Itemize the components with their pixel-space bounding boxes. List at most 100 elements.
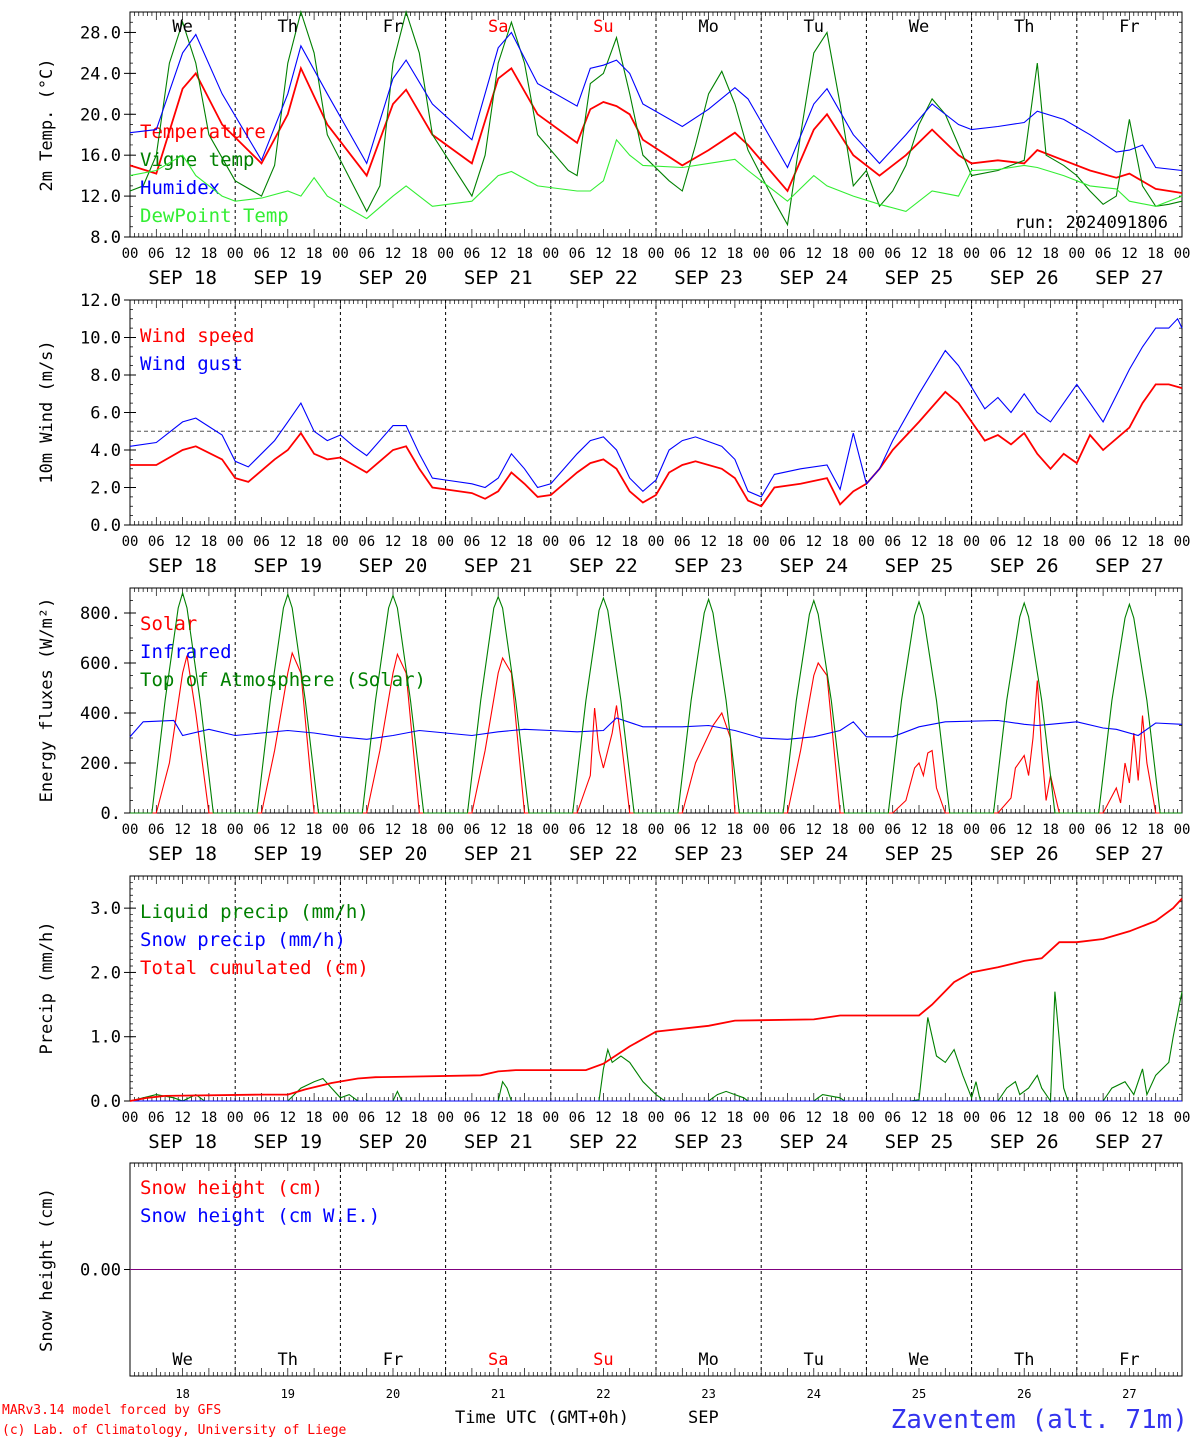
legend-entry: Snow precip (mm/h): [140, 929, 346, 951]
y-minor-ticks: [130, 11, 1182, 238]
credit-line-1: MARv3.14 model forced by GFS: [2, 1403, 221, 1418]
hour-tick-label: 00: [437, 246, 454, 262]
date-label: SEP 22: [569, 555, 638, 577]
hour-tick-label: 18: [726, 1110, 743, 1126]
y-tick-label: 8.0: [90, 366, 121, 386]
hour-tick-label: 12: [1016, 246, 1033, 262]
hour-tick-label: 06: [148, 246, 165, 262]
y-tick-label: 16.0: [80, 146, 121, 166]
day-number-label: 23: [701, 1387, 715, 1401]
legend-entry: Total cumulated (cm): [140, 957, 369, 979]
y-axis-label: Snow height (cm): [37, 1188, 57, 1352]
date-label: SEP 24: [779, 267, 848, 289]
hour-tick-label: 12: [1121, 1110, 1138, 1126]
hour-tick-label: 00: [1174, 822, 1191, 838]
y-minor-ticks: [130, 299, 1182, 526]
weekday-label: Fr: [383, 17, 403, 37]
hour-tick-label: 00: [227, 246, 244, 262]
hour-tick-label: 18: [306, 822, 323, 838]
hour-tick-label: 00: [1174, 246, 1191, 262]
month-label: SEP: [688, 1408, 719, 1428]
hour-ticks: [129, 1163, 1183, 1376]
date-label: SEP 26: [990, 267, 1059, 289]
date-label: SEP 23: [674, 1131, 743, 1153]
date-label: SEP 18: [148, 555, 217, 577]
hour-tick-label: 00: [122, 822, 139, 838]
hour-tick-label: 18: [1147, 534, 1164, 550]
hour-tick-label: 06: [569, 1110, 586, 1126]
legend-entry: Liquid precip (mm/h): [140, 901, 369, 923]
date-label: SEP 23: [674, 267, 743, 289]
hour-tick-label: 00: [963, 246, 980, 262]
hour-tick-label: 18: [306, 1110, 323, 1126]
weekday-label: Sa: [488, 1350, 508, 1370]
weekday-label: Fr: [383, 1350, 403, 1370]
legend-entry: Humidex: [140, 177, 220, 199]
date-label: SEP 18: [148, 1131, 217, 1153]
hour-tick-label: 00: [542, 1110, 559, 1126]
hour-tick-label: 18: [832, 534, 849, 550]
weekday-label: Sa: [488, 17, 508, 37]
hour-tick-label: 00: [542, 822, 559, 838]
hour-tick-label: 12: [385, 1110, 402, 1126]
hour-tick-label: 18: [726, 822, 743, 838]
date-label: SEP 18: [148, 843, 217, 865]
y-tick-label: 28.0: [80, 23, 121, 43]
hour-tick-label: 18: [200, 822, 217, 838]
hour-tick-label: 18: [411, 534, 428, 550]
hour-tick-label: 06: [779, 822, 796, 838]
hour-tick-label: 06: [358, 246, 375, 262]
series-line-total-cumulated-cm-: [129, 897, 1183, 1102]
hour-ticks: [129, 876, 1183, 1101]
legend-entry: Infrared: [140, 641, 232, 663]
hour-tick-label: 06: [569, 534, 586, 550]
legend-entry: Temperature: [140, 121, 266, 143]
hour-tick-label: 18: [200, 246, 217, 262]
date-label: SEP 24: [779, 1131, 848, 1153]
weekday-label: Su: [593, 1350, 613, 1370]
legend-entry: Top of Atmosphere (Solar): [140, 669, 426, 691]
hour-tick-label: 18: [832, 246, 849, 262]
series-line-temperature: [129, 65, 1183, 194]
y-tick-label: 20.0: [80, 105, 121, 125]
hour-tick-label: 18: [516, 246, 533, 262]
hour-tick-label: 00: [122, 534, 139, 550]
date-label: SEP 18: [148, 267, 217, 289]
hour-tick-label: 18: [832, 1110, 849, 1126]
weekday-label: Su: [593, 17, 613, 37]
hour-tick-label: 12: [385, 822, 402, 838]
hour-tick-label: 00: [332, 822, 349, 838]
weekday-label: We: [172, 1350, 192, 1370]
date-label: SEP 23: [674, 843, 743, 865]
date-label: SEP 22: [569, 843, 638, 865]
day-number-label: 21: [491, 1387, 505, 1401]
date-label: SEP 25: [885, 843, 954, 865]
hour-tick-label: 18: [621, 534, 638, 550]
hour-tick-label: 18: [726, 246, 743, 262]
date-label: SEP 27: [1095, 843, 1164, 865]
date-label: SEP 20: [359, 267, 428, 289]
date-label: SEP 19: [253, 267, 322, 289]
hour-tick-label: 12: [1121, 246, 1138, 262]
hour-tick-label: 00: [1068, 246, 1085, 262]
y-tick-label: 24.0: [80, 64, 121, 84]
hour-tick-label: 06: [1095, 822, 1112, 838]
weekday-label: We: [909, 1350, 929, 1370]
hour-tick-label: 06: [674, 534, 691, 550]
hour-tick-label: 12: [385, 246, 402, 262]
hour-tick-label: 18: [516, 534, 533, 550]
hour-tick-label: 18: [937, 246, 954, 262]
hour-tick-label: 06: [884, 246, 901, 262]
hour-tick-label: 18: [937, 1110, 954, 1126]
date-label: SEP 20: [359, 1131, 428, 1153]
legend-entry: Solar: [140, 613, 197, 635]
hour-tick-label: 06: [148, 822, 165, 838]
legend-entry: Snow height (cm): [140, 1177, 323, 1199]
hour-tick-label: 00: [1068, 1110, 1085, 1126]
hour-tick-label: 12: [911, 246, 928, 262]
hour-tick-label: 12: [174, 1110, 191, 1126]
hour-tick-label: 06: [989, 246, 1006, 262]
hour-tick-label: 18: [306, 246, 323, 262]
hour-tick-label: 06: [253, 1110, 270, 1126]
